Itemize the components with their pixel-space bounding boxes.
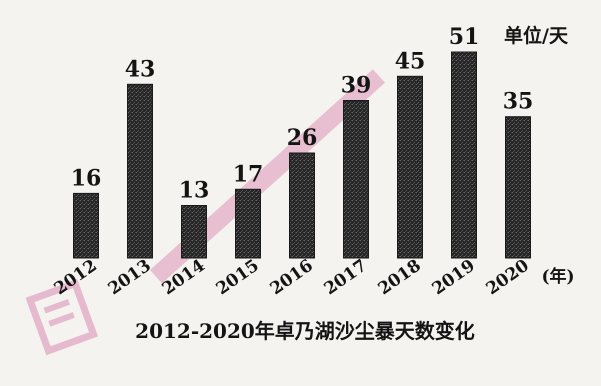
- x-tick-label-2017: 2017: [321, 256, 371, 300]
- value-label-2013: 43: [125, 56, 156, 82]
- bar-2016: [289, 152, 315, 259]
- x-tick-label-2015: 2015: [213, 256, 263, 300]
- bar-2014: [181, 205, 207, 259]
- value-label-2015: 17: [233, 161, 264, 187]
- value-label-2020: 35: [503, 89, 534, 115]
- tick-labels-layer: 2012 2013 2014 2015 2016 2017 2018 2019 2020: [51, 256, 533, 300]
- value-labels-layer: 16 43 13 17 26 39 45 51 35: [71, 24, 534, 204]
- bar-2012: [73, 192, 99, 259]
- x-tick-label-2013: 2013: [105, 256, 155, 300]
- value-label-2016: 26: [287, 125, 318, 151]
- value-label-2012: 16: [71, 165, 102, 191]
- bar-2019: [451, 51, 477, 259]
- bar-2015: [235, 188, 261, 259]
- value-label-2019: 51: [449, 24, 480, 50]
- y-unit-label: 单位/天: [504, 24, 569, 47]
- bar-2020: [505, 116, 531, 259]
- x-tick-label-2018: 2018: [375, 256, 425, 300]
- x-tick-label-2016: 2016: [267, 256, 317, 300]
- watermark: [25, 69, 385, 356]
- bar-2017: [343, 100, 369, 259]
- bar-2013: [127, 83, 153, 259]
- x-tick-label-2019: 2019: [429, 256, 479, 300]
- value-label-2018: 45: [395, 48, 426, 74]
- value-label-2017: 39: [341, 73, 372, 99]
- x-unit-label: (年): [541, 266, 574, 287]
- value-label-2014: 13: [179, 178, 210, 204]
- bar-2018: [397, 75, 423, 259]
- x-tick-label-2020: 2020: [483, 256, 533, 300]
- chart-title: 2012-2020年卓乃湖沙尘暴天数变化: [135, 319, 475, 343]
- bars-layer: [73, 51, 531, 259]
